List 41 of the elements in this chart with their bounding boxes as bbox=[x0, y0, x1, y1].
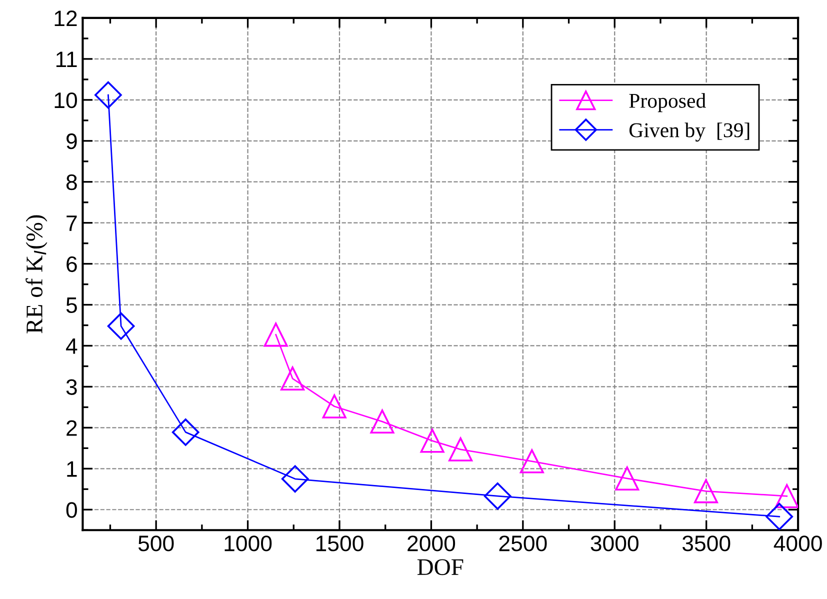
x-tick-label: 1500 bbox=[316, 536, 364, 552]
x-tick-label: 2000 bbox=[408, 536, 456, 552]
y-tick-label: 5 bbox=[66, 298, 77, 314]
point bbox=[94, 81, 122, 109]
point bbox=[520, 449, 544, 474]
point bbox=[766, 502, 794, 530]
point bbox=[107, 312, 135, 340]
y-tick-label: 6 bbox=[66, 256, 77, 272]
point bbox=[774, 484, 798, 508]
x-tick-label: 3500 bbox=[682, 536, 730, 552]
y-tick-label: 3 bbox=[66, 379, 77, 395]
legend-label: Proposed bbox=[629, 93, 706, 112]
x-tick-label: 4000 bbox=[774, 536, 822, 552]
point bbox=[264, 322, 288, 347]
y-tick-label: 7 bbox=[66, 216, 77, 231]
x-tick-label: 1000 bbox=[224, 536, 272, 552]
point bbox=[370, 410, 394, 434]
point bbox=[694, 479, 718, 504]
y-tick-label: 10 bbox=[54, 92, 77, 108]
y-axis-title: RE of K$_{I}$(%) bbox=[26, 215, 48, 334]
point bbox=[280, 366, 305, 391]
x-tick-label: 3000 bbox=[590, 536, 638, 552]
point bbox=[420, 428, 444, 453]
x-tick-label: 500 bbox=[138, 536, 174, 552]
y-tick-label: 8 bbox=[66, 174, 77, 190]
point bbox=[322, 394, 346, 418]
x-axis-title: DOF bbox=[417, 559, 464, 576]
y-tick-label: 0 bbox=[66, 502, 77, 518]
y-tick-label: 11 bbox=[56, 52, 77, 67]
point bbox=[448, 437, 473, 462]
point bbox=[484, 482, 512, 510]
y-tick-label: 9 bbox=[66, 133, 77, 150]
y-tick-label: 2 bbox=[66, 420, 77, 436]
point bbox=[615, 466, 640, 491]
y-tick-label: 12 bbox=[54, 10, 77, 26]
y-tick-label: 4 bbox=[66, 338, 78, 354]
point bbox=[281, 465, 309, 493]
x-tick-label: 2500 bbox=[499, 536, 547, 552]
y-tick-label: 1 bbox=[67, 461, 77, 477]
legend-label: Given by [39] bbox=[629, 122, 750, 142]
point bbox=[172, 418, 200, 446]
